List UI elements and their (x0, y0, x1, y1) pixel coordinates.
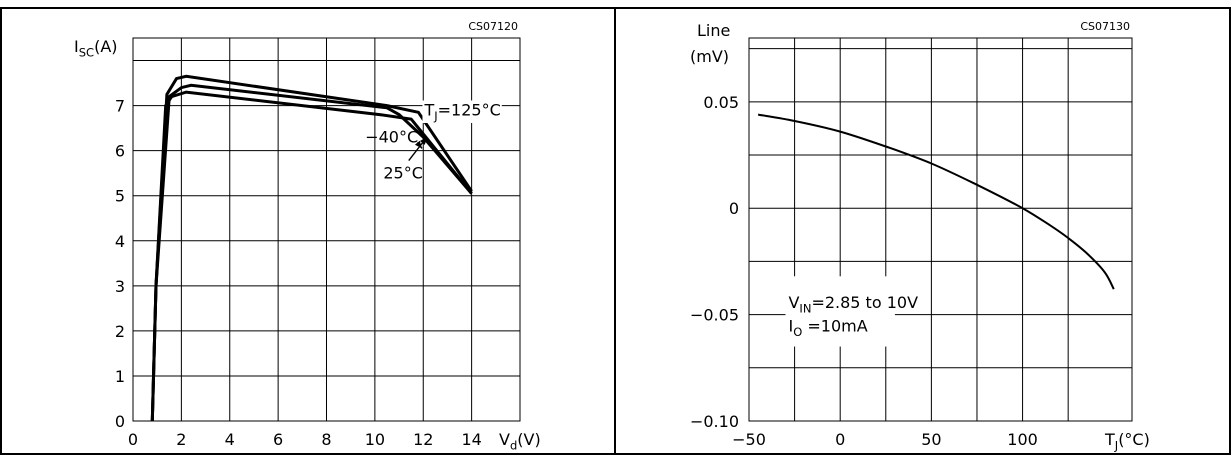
figure-code: CS07120 (468, 20, 518, 33)
annotation-p25: 25°C (383, 164, 423, 183)
y-axis-label-line2: (mV) (690, 47, 729, 66)
annotation-arrowhead (419, 137, 427, 145)
x-tick-label: 100 (1007, 430, 1038, 449)
y-tick-label: 1 (115, 367, 125, 386)
annotation-t125: TJ=125°C (423, 101, 500, 123)
x-tick-label: 2 (176, 430, 186, 449)
chart-short-circuit-current: 0 2 4 6 8 10 12 1401234567CS07120ISC(A)Vd(V)TJ=… (74, 20, 541, 452)
annotation-bg (422, 100, 502, 123)
x-axis-label: Vd(V) (499, 430, 541, 452)
y-tick-label: 0 (729, 199, 739, 218)
figure-code: CS07130 (1080, 20, 1130, 33)
y-tick-label: 7 (115, 97, 125, 116)
x-axis-label: TJ(°C) (1104, 430, 1150, 452)
x-tick-label: 8 (321, 430, 331, 449)
y-axis-label-line1: Line (697, 21, 730, 40)
x-tick-label: 14 (461, 430, 481, 449)
x-tick-label: 0 (128, 430, 138, 449)
legend-io: IO =10mA (788, 317, 867, 339)
y-tick-label: 2 (115, 322, 125, 341)
legend-vin: VIN=2.85 to 10V (788, 293, 918, 315)
y-tick-label: 4 (115, 232, 125, 251)
y-axis-label: ISC(A) (74, 37, 118, 59)
x-tick-label: 50 (921, 430, 941, 449)
x-tick-label: −50 (732, 430, 766, 449)
annotation-m40: −40°C (365, 128, 418, 147)
y-tick-label: −0.10 (690, 412, 739, 431)
y-tick-label: 6 (115, 142, 125, 161)
y-tick-label: 5 (115, 187, 125, 206)
y-tick-label: 3 (115, 277, 125, 296)
plot-area (748, 37, 1133, 422)
series-line (757, 113, 1115, 290)
x-tick-label: 12 (413, 430, 433, 449)
y-tick-label: 0 (115, 412, 125, 431)
x-tick-label: 4 (225, 430, 235, 449)
chart-line-regulation: −50 0 50 100 −0.10 −0.05 0 0.05 CS07130 Line (mV) T… (690, 20, 1150, 452)
x-tick-label: 6 (273, 430, 283, 449)
y-tick-label: −0.05 (690, 306, 739, 325)
x-tick-label: 10 (365, 430, 385, 449)
annotation-arrowhead (414, 140, 423, 149)
legend-box-bg (785, 276, 895, 347)
y-tick-label: 0.05 (703, 93, 739, 112)
series-line (150, 74, 473, 422)
x-tick-label: 0 (835, 430, 845, 449)
